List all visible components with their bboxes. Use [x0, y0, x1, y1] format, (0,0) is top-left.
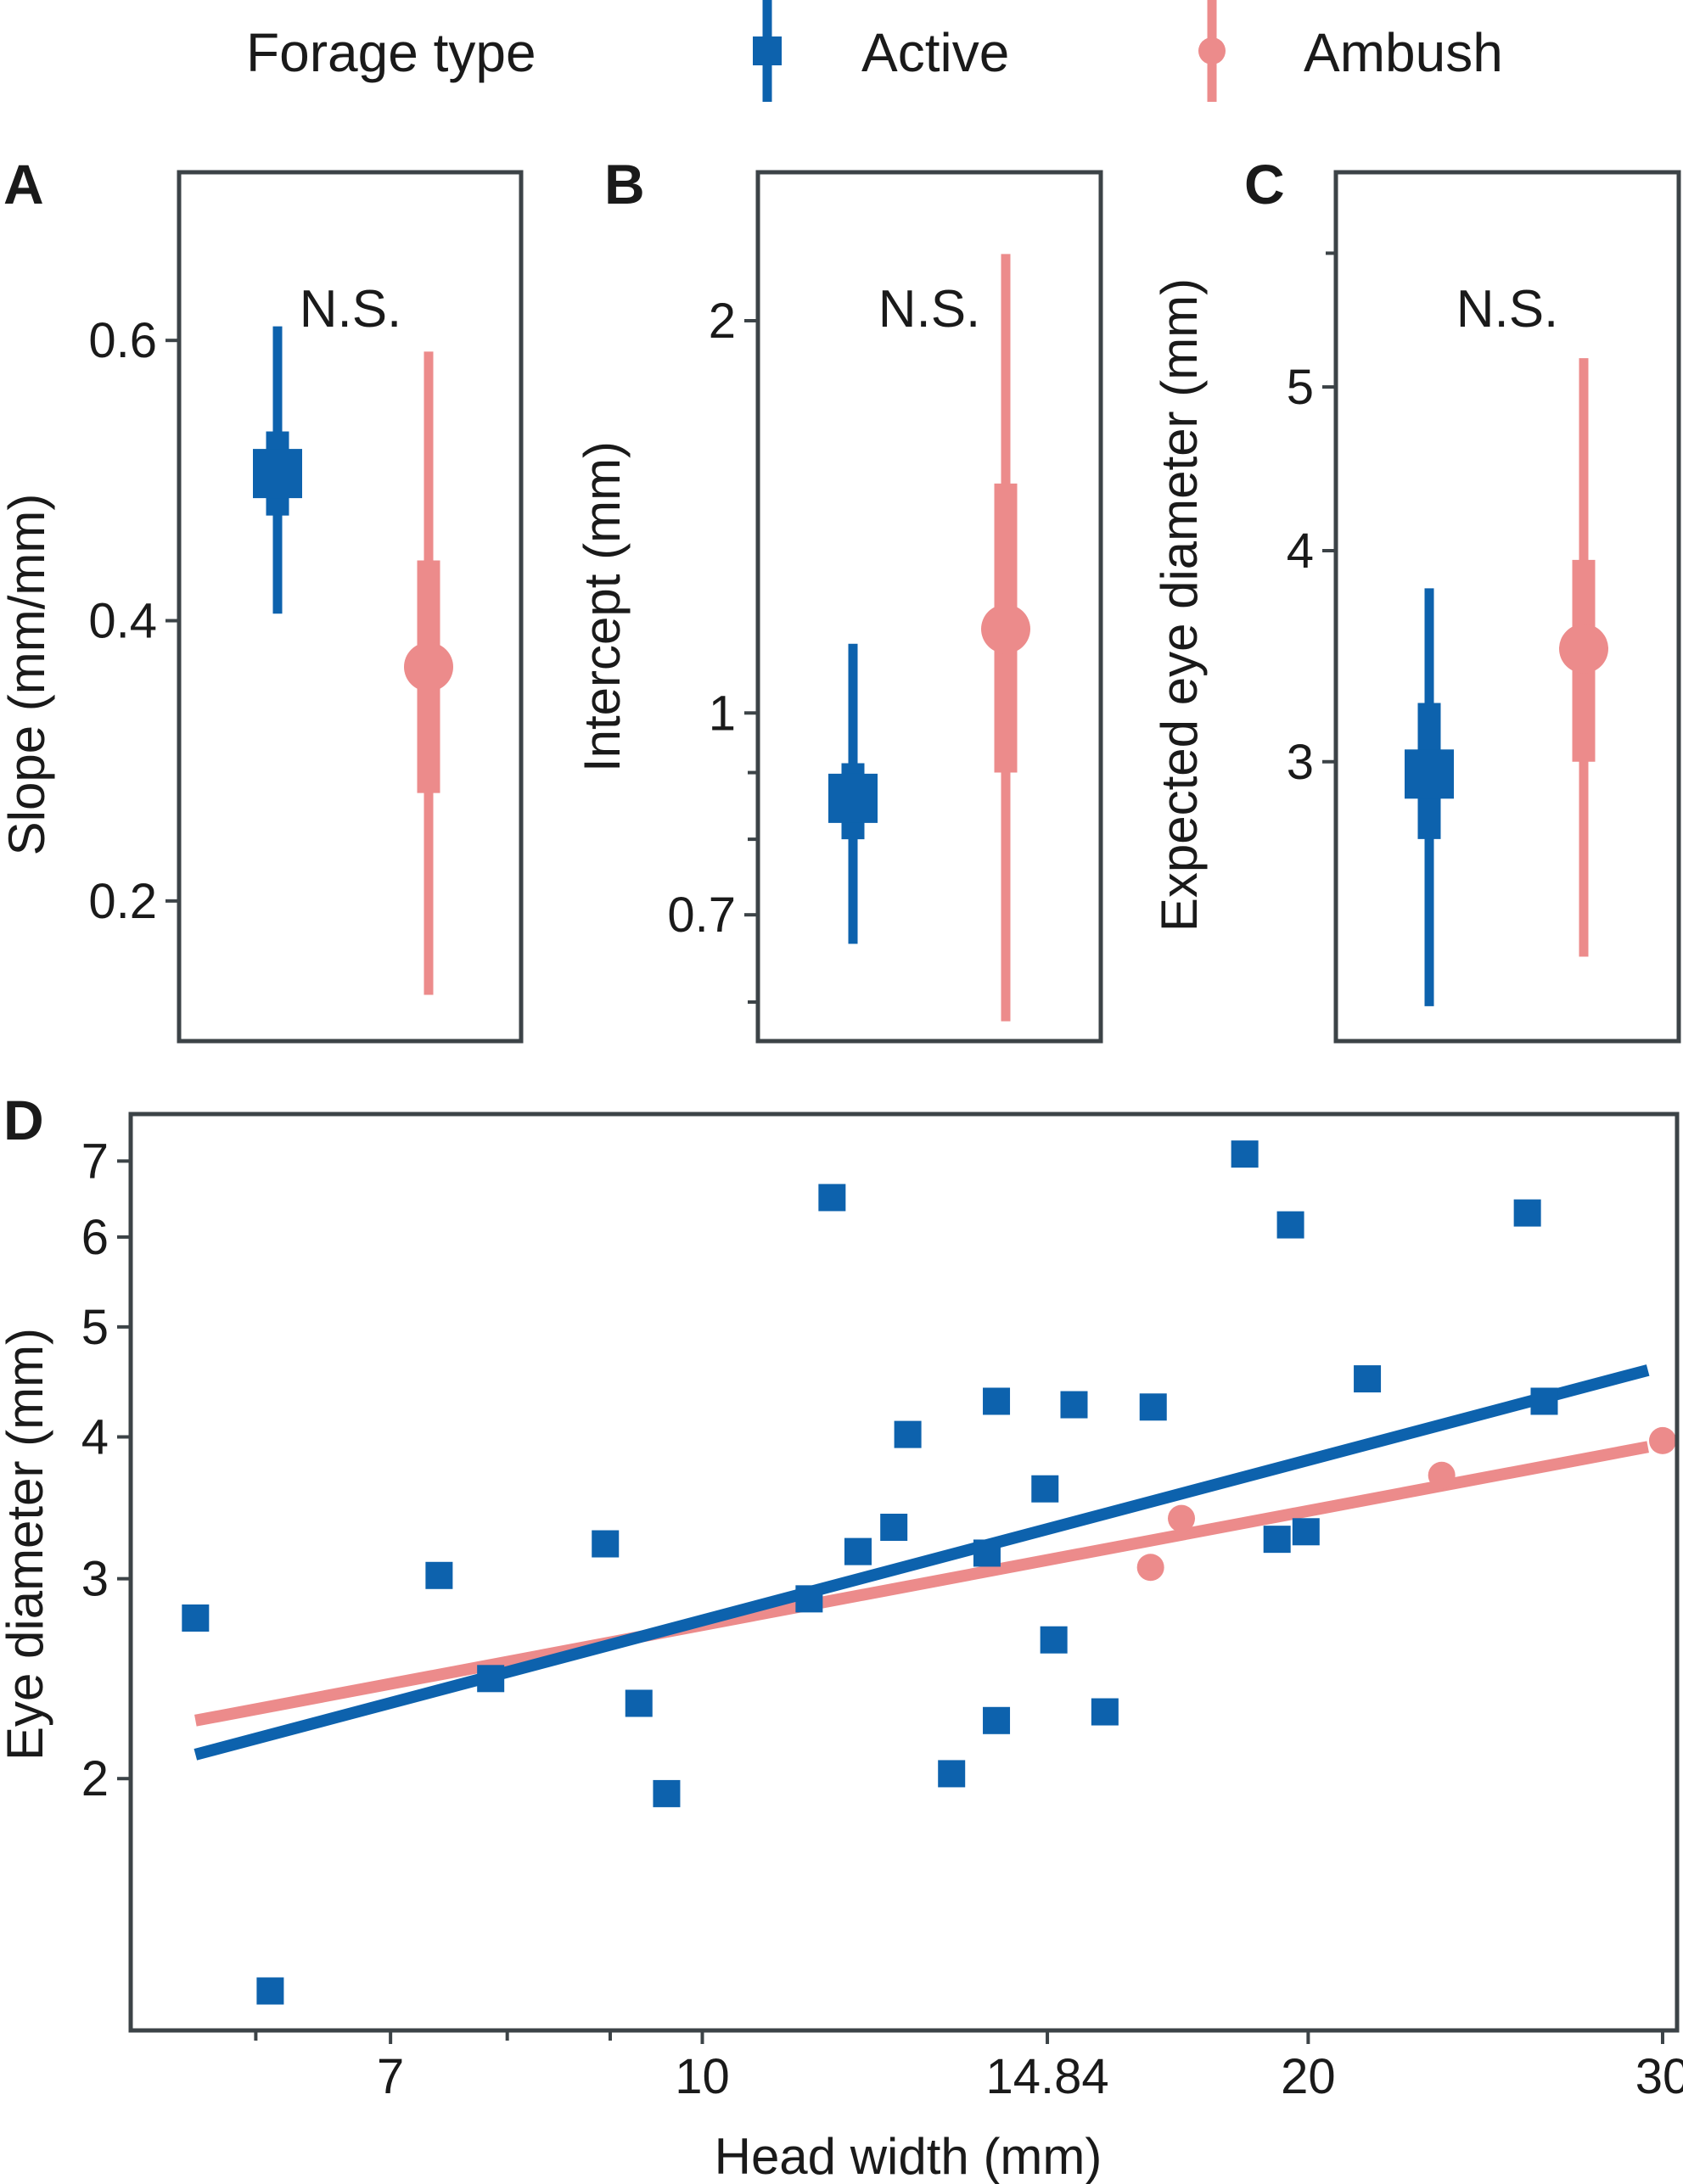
panel-d-points	[182, 1140, 1676, 2005]
legend: Forage type Active Ambush	[246, 0, 1503, 102]
legend-key-ambush	[1198, 0, 1226, 102]
panel-a-y-tick-label: 0.6	[88, 313, 157, 368]
panel-b-active-point	[828, 773, 878, 823]
panel-letter-b: B	[604, 153, 645, 216]
panel-d-point-active	[1060, 1391, 1088, 1419]
panel-a-active-point	[253, 449, 302, 499]
panel-d-point-active	[1231, 1140, 1259, 1168]
panel-c-ambush-point	[1559, 624, 1608, 674]
panel-d-point-active	[1530, 1387, 1558, 1415]
panel-c: Expected eye diameter (mm) 3 4 5 N.S.	[1151, 170, 1681, 1044]
panel-d-point-active	[973, 1539, 1001, 1567]
panel-letter-d: D	[3, 1089, 44, 1151]
panel-d-y-tick-label: 6	[81, 1210, 109, 1265]
legend-active-square	[753, 36, 782, 65]
panel-d-x-tick-label: 20	[1281, 2049, 1336, 2104]
panel-d-point-active	[938, 1760, 966, 1788]
panel-d-point-active	[1513, 1199, 1541, 1227]
panel-d-frame	[128, 1112, 1680, 2033]
panel-c-active-point	[1405, 749, 1454, 799]
panel-c-ylabel: Expected eye diameter (mm)	[1151, 278, 1208, 932]
panel-a-annotation: N.S.	[300, 280, 402, 339]
legend-title: Forage type	[246, 22, 536, 83]
panel-b-marks	[828, 254, 1030, 1022]
panel-d-point-active	[1276, 1211, 1304, 1239]
panel-d-point-active	[818, 1184, 846, 1212]
panel-c-annotation: N.S.	[1456, 280, 1559, 339]
panel-c-frame	[1333, 170, 1681, 1044]
panel-d-point-active	[880, 1514, 908, 1542]
panel-a-y-ticks: 0.2 0.4 0.6	[88, 313, 179, 929]
panel-d-point-active	[1292, 1518, 1320, 1546]
panel-a-y-tick-label: 0.2	[88, 874, 157, 929]
panel-letter-c: C	[1244, 153, 1285, 216]
panel-a-frame	[177, 170, 524, 1044]
panel-d-y-tick-label: 7	[81, 1134, 109, 1189]
panel-d-y-tick-label: 3	[81, 1552, 109, 1607]
panel-d-point-active	[592, 1530, 620, 1558]
panel-d-point-active	[1354, 1365, 1382, 1393]
legend-ambush-circle	[1198, 37, 1226, 64]
legend-key-active	[753, 0, 782, 102]
panel-d-point-ambush	[1136, 1554, 1164, 1582]
panel-b-frame	[755, 170, 1103, 1044]
panel-b-ambush-point	[981, 604, 1030, 654]
panel-d-point-active	[653, 1779, 681, 1807]
panel-d-fit-active	[194, 1364, 1650, 1761]
panel-d-point-active	[625, 1689, 653, 1717]
panel-d-point-active	[844, 1537, 872, 1565]
panel-d-point-active	[1091, 1698, 1119, 1726]
panel-c-marks	[1405, 358, 1608, 1006]
panel-a-ylabel: Slope (mm/mm)	[0, 494, 55, 856]
panel-d-point-active	[1263, 1526, 1291, 1554]
panel-b-y-tick-label: 1	[709, 686, 736, 741]
panel-d-point-active	[256, 1977, 284, 2005]
panel-d-y-tick-label: 5	[81, 1300, 109, 1355]
panel-d-fit-ambush	[194, 1441, 1649, 1727]
panel-d-point-active	[795, 1585, 823, 1613]
panel-d-point-active	[894, 1420, 922, 1448]
panel-d-point-active	[182, 1604, 210, 1632]
panel-d-x-tick-label: 10	[675, 2049, 730, 2104]
panel-c-y-tick-label: 5	[1287, 360, 1314, 415]
panel-d-point-ambush	[1648, 1426, 1676, 1454]
panel-d-point-active	[983, 1387, 1011, 1415]
panel-d-point-ambush	[1428, 1461, 1456, 1489]
panel-d-point-active	[425, 1561, 453, 1589]
panel-d-y-ticks: 2 3 4 5 6 7	[81, 1134, 131, 1806]
panel-letter-a: A	[3, 153, 44, 216]
panel-d-point-active	[1040, 1626, 1068, 1654]
panel-d-point-active	[983, 1706, 1011, 1734]
panel-b-y-ticks: 0.7 1 2	[667, 294, 758, 1004]
panel-b-y-tick-label: 0.7	[667, 888, 736, 943]
panel-d-fit-lines	[194, 1364, 1650, 1761]
panel-d-x-ticks: 7 10 14.84 20 30	[254, 2030, 1683, 2104]
panel-b-ylabel: Intercept (mm)	[574, 441, 631, 772]
panel-b: Intercept (mm) 0.7 1 2 N.S.	[574, 170, 1103, 1044]
panel-d-point-active	[1031, 1475, 1059, 1503]
panel-a-marks	[253, 326, 453, 995]
panel-d-ylabel: Eye diameter (mm)	[0, 1328, 53, 1761]
panel-d-x-tick-label: 7	[377, 2049, 404, 2104]
legend-label-ambush: Ambush	[1304, 22, 1503, 83]
panel-a-y-tick-label: 0.4	[88, 594, 157, 649]
panel-c-y-tick-label: 3	[1287, 735, 1314, 790]
panel-d-x-tick-label: 14.84	[985, 2049, 1108, 2104]
panel-d-xlabel: Head width (mm)	[715, 2128, 1102, 2184]
panel-c-y-tick-label: 4	[1287, 524, 1314, 579]
panel-d-point-active	[477, 1665, 505, 1693]
panel-b-y-tick-label: 2	[709, 294, 736, 349]
panel-b-annotation: N.S.	[878, 280, 981, 339]
panel-c-y-ticks: 3 4 5	[1287, 251, 1336, 790]
panel-d-x-tick-label: 30	[1635, 2049, 1683, 2104]
panel-d-y-tick-label: 2	[81, 1751, 109, 1806]
panel-d-point-ambush	[1168, 1504, 1196, 1532]
panel-a-ambush-point	[404, 642, 453, 692]
legend-label-active: Active	[861, 22, 1009, 83]
panel-d: Eye diameter (mm) Head width (mm) 2 3 4 5 6 7…	[0, 1112, 1683, 2184]
panel-d-point-active	[1139, 1393, 1167, 1421]
panel-a: Slope (mm/mm) 0.2 0.4 0.6 N.S.	[0, 170, 524, 1044]
panel-d-y-tick-label: 4	[81, 1410, 109, 1465]
